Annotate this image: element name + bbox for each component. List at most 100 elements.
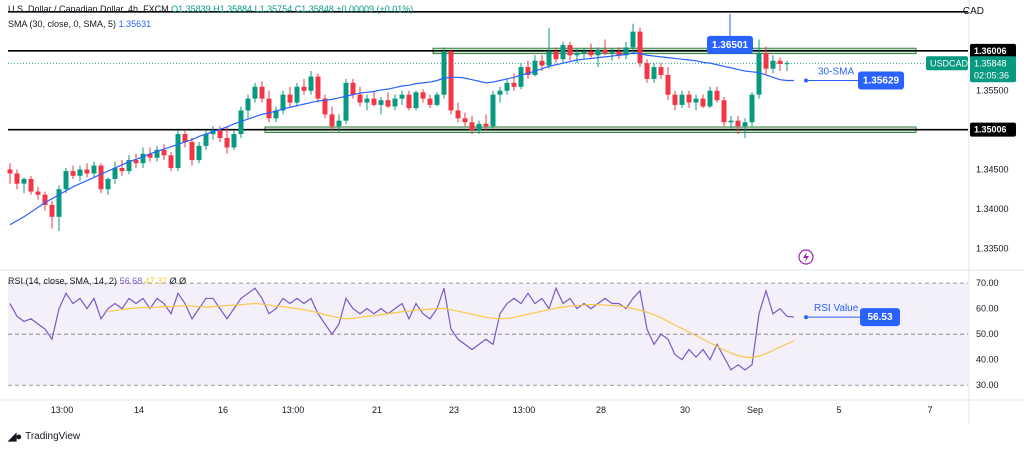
candle-body bbox=[231, 134, 237, 148]
candle-body bbox=[602, 49, 608, 53]
candle-body bbox=[77, 169, 83, 176]
rsi-legend: RSI (14, close, SMA, 14, 2) 56.68 47.37 … bbox=[8, 276, 186, 286]
candle-body bbox=[511, 82, 517, 87]
candle-body bbox=[147, 153, 153, 158]
level-layer bbox=[8, 11, 968, 131]
candle-body bbox=[133, 160, 139, 164]
rsi-tick-label: 70.00 bbox=[976, 278, 999, 288]
candle-body bbox=[49, 204, 55, 217]
candle-body bbox=[427, 98, 433, 105]
candle-body bbox=[294, 86, 300, 103]
candle-body bbox=[119, 167, 125, 172]
level-price-badge: 1.36006 bbox=[974, 46, 1007, 56]
level-price-badge: 1.35006 bbox=[974, 125, 1007, 135]
candle-body bbox=[315, 76, 321, 99]
candle-body bbox=[616, 51, 622, 56]
candle-body bbox=[532, 60, 538, 75]
candle-body bbox=[749, 94, 755, 123]
candle-body bbox=[539, 60, 545, 66]
rsi-annotation-label: RSI Value bbox=[814, 303, 859, 314]
candle-body bbox=[168, 155, 174, 168]
candle-body bbox=[406, 94, 412, 109]
candle-body bbox=[392, 98, 398, 107]
symbol-tag-bg bbox=[926, 56, 968, 71]
candle-body bbox=[112, 167, 118, 179]
candle-body bbox=[28, 178, 34, 192]
current-price-badge-bg bbox=[970, 56, 1016, 83]
candle-body bbox=[91, 165, 97, 174]
rsi-tick-label: 50.00 bbox=[976, 329, 999, 339]
candle-body bbox=[490, 94, 496, 127]
candle-body bbox=[203, 134, 209, 146]
candle-body bbox=[644, 63, 650, 79]
axis-layer: 1.35500 1.34500 1.34000 1.33500 70.00 60.00 50… bbox=[51, 86, 1009, 415]
sma-line bbox=[9, 52, 794, 226]
candle-body bbox=[245, 98, 251, 111]
sma-legend-value: 1.35631 bbox=[118, 19, 152, 29]
high-callout-label: 1.36501 bbox=[712, 40, 749, 51]
candle-body bbox=[581, 51, 587, 53]
candle-body bbox=[504, 82, 510, 91]
candle-body bbox=[595, 49, 601, 56]
zone-layer bbox=[264, 47, 917, 133]
candle-body bbox=[630, 31, 636, 48]
rsi-legend-value: 56.68 bbox=[119, 276, 143, 286]
candle-body bbox=[546, 51, 552, 66]
candle-body bbox=[567, 45, 573, 56]
candle-body bbox=[336, 120, 342, 127]
candle-body bbox=[609, 51, 615, 53]
sma-annotation-label: 30-SMA bbox=[818, 66, 854, 77]
time-tick-label: 7 bbox=[927, 405, 932, 415]
candle-body bbox=[665, 74, 671, 95]
rsi-legend-extra: Ø Ø bbox=[169, 276, 187, 286]
candle-body bbox=[350, 82, 356, 95]
rsi-tick-label: 60.00 bbox=[976, 304, 999, 314]
candle-body bbox=[161, 149, 167, 156]
candle-body bbox=[413, 92, 419, 109]
tradingview-logo: ◢● TradingView bbox=[8, 430, 80, 443]
candle-body bbox=[175, 134, 181, 168]
candle-body bbox=[714, 90, 720, 101]
candle-body bbox=[385, 100, 391, 107]
time-tick-label: 28 bbox=[596, 405, 606, 415]
candle-body bbox=[434, 94, 440, 105]
candle-body bbox=[441, 51, 447, 95]
candle-body bbox=[777, 60, 783, 64]
tradingview-brand: TradingView bbox=[25, 431, 81, 442]
time-tick-label: 14 bbox=[134, 405, 144, 415]
currency-label: CAD bbox=[962, 6, 984, 17]
candle-body bbox=[763, 52, 769, 69]
candle-body bbox=[217, 130, 223, 138]
countdown-label: 02:05:36 bbox=[974, 70, 1009, 80]
candle-body bbox=[469, 122, 475, 131]
candle-body bbox=[455, 110, 461, 119]
candle-body bbox=[126, 160, 132, 172]
candle-body bbox=[42, 194, 48, 205]
candle-body bbox=[224, 138, 230, 148]
candle-body bbox=[280, 94, 286, 111]
candle-body bbox=[343, 82, 349, 121]
symbol-tag: USDCAD bbox=[930, 58, 969, 68]
candle-body bbox=[56, 189, 62, 217]
symbol-title: U.S. Dollar / Canadian Dollar, 4h, FXCM bbox=[8, 4, 169, 14]
candle-body bbox=[378, 100, 384, 105]
rsi-tick-label: 40.00 bbox=[976, 355, 999, 365]
candle-body bbox=[399, 94, 405, 99]
candle-body bbox=[70, 171, 76, 176]
candle-body bbox=[189, 141, 195, 161]
candle-body bbox=[7, 169, 13, 174]
grid-layer bbox=[0, 0, 1024, 424]
time-tick-label: 13:00 bbox=[51, 405, 74, 415]
candle-body bbox=[560, 45, 566, 60]
candle-body bbox=[154, 149, 160, 158]
sma-callout-bg bbox=[858, 71, 904, 90]
candle-body bbox=[756, 52, 762, 95]
candle-body bbox=[770, 60, 776, 69]
candle-body bbox=[623, 47, 629, 56]
candle-body bbox=[420, 92, 426, 99]
candle-body bbox=[658, 67, 664, 75]
candle-body bbox=[784, 63, 790, 65]
time-tick-label: 5 bbox=[836, 405, 841, 415]
candle-body bbox=[728, 120, 734, 123]
candle-body bbox=[700, 98, 706, 107]
